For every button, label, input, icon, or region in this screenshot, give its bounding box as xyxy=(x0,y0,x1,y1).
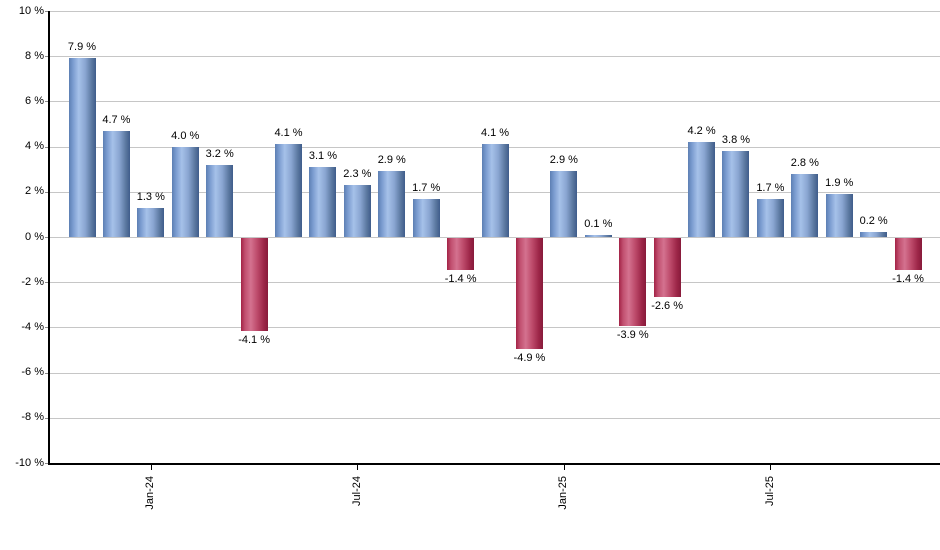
bar-positive xyxy=(860,232,888,237)
y-axis-tick-label: -2 % xyxy=(21,275,44,288)
y-axis-tick-label: 8 % xyxy=(25,49,44,62)
bar-value-label: 4.0 % xyxy=(171,129,200,142)
y-axis-tick xyxy=(45,463,49,464)
y-axis-tick-label: -8 % xyxy=(21,411,44,424)
y-axis-tick xyxy=(45,417,49,419)
x-axis-tick-label-text: Jan-25 xyxy=(557,476,570,510)
y-axis-line xyxy=(48,11,50,465)
bar-value-label: 1.9 % xyxy=(825,177,854,190)
x-axis-tick-label: Jan-24 xyxy=(144,472,178,510)
bar-positive xyxy=(825,194,853,237)
y-axis-tick xyxy=(45,191,49,193)
y-axis-tick xyxy=(45,327,49,329)
bar-value-label: -4.9 % xyxy=(513,351,546,364)
x-axis-tick-label-text: Jul-24 xyxy=(350,476,363,506)
bar-positive xyxy=(137,207,165,237)
bar-value-label: -3.9 % xyxy=(616,329,649,342)
bar-value-label: -1.4 % xyxy=(444,272,477,285)
bar-value-label: 4.1 % xyxy=(480,127,510,140)
bar-value-label: 2.9 % xyxy=(549,154,578,167)
bar-negative xyxy=(619,238,647,327)
y-axis-tick-label: -10 % xyxy=(15,456,44,469)
x-axis-tick-label: Jan-25 xyxy=(557,472,591,510)
bar-value-label: 2.9 % xyxy=(377,154,406,167)
bar-positive xyxy=(481,144,509,237)
bar-positive xyxy=(791,173,819,237)
x-axis-tick-label: Jul-25 xyxy=(764,472,794,506)
y-axis-tick xyxy=(45,56,49,58)
y-axis-tick xyxy=(45,11,49,12)
gridline xyxy=(49,101,940,103)
y-axis-tick-label: 2 % xyxy=(25,185,44,198)
bar-value-label: -1.4 % xyxy=(892,272,924,285)
bar-value-label: -4.1 % xyxy=(238,333,270,346)
y-axis-tick-label: 10 % xyxy=(18,4,44,17)
gridline xyxy=(49,282,940,284)
y-axis-tick-label: 6 % xyxy=(25,94,44,107)
bar-positive xyxy=(343,185,371,237)
bar-positive xyxy=(756,198,784,237)
bar-value-label: 3.1 % xyxy=(308,149,337,162)
y-axis-tick-label: -4 % xyxy=(21,320,44,333)
bar-positive xyxy=(206,164,234,237)
y-axis-tick xyxy=(45,282,49,284)
bar-positive xyxy=(722,151,750,237)
gridline xyxy=(49,372,940,374)
bar-value-label: 4.2 % xyxy=(687,125,716,138)
x-axis-tick xyxy=(563,465,565,470)
bar-value-label: 0.2 % xyxy=(859,215,888,228)
bar-negative xyxy=(240,238,268,331)
x-axis-tick-label-text: Jul-25 xyxy=(763,476,776,506)
bar-value-label: 2.3 % xyxy=(343,168,372,181)
bar-positive xyxy=(412,198,440,237)
bar-positive xyxy=(550,171,578,237)
bar-value-label: 3.2 % xyxy=(205,147,234,160)
y-axis-tick-label: -6 % xyxy=(21,366,44,379)
x-axis-tick-label-text: Jan-24 xyxy=(144,476,157,510)
y-axis-tick xyxy=(45,101,49,103)
bar-negative xyxy=(653,238,681,297)
x-axis-tick xyxy=(150,465,152,470)
gridline xyxy=(49,11,940,12)
bar-value-label: 1.3 % xyxy=(136,190,165,203)
y-axis-tick-label: 4 % xyxy=(25,140,44,153)
bar-positive xyxy=(102,130,130,237)
y-axis-tick xyxy=(45,146,49,148)
y-axis-tick xyxy=(45,372,49,374)
gridline xyxy=(49,417,940,419)
bar-negative xyxy=(515,238,543,349)
bar-value-label: -2.6 % xyxy=(651,299,684,312)
bar-value-label: 3.8 % xyxy=(721,134,751,147)
x-axis-tick-label: Jul-24 xyxy=(351,472,381,506)
bar-value-label: 4.7 % xyxy=(102,113,131,126)
x-axis-tick xyxy=(770,465,772,470)
bar-positive xyxy=(584,234,612,237)
bar-negative xyxy=(894,238,922,270)
x-axis-line xyxy=(48,463,940,465)
bar-negative xyxy=(447,238,475,270)
bar-positive xyxy=(275,144,303,237)
bar-positive xyxy=(378,171,406,237)
bar-positive xyxy=(171,146,199,237)
gridline xyxy=(49,327,940,329)
bar-value-label: 4.1 % xyxy=(274,127,303,140)
bar-positive xyxy=(68,58,96,237)
y-axis-tick-label: 0 % xyxy=(25,230,44,243)
bar-value-label: 1.7 % xyxy=(412,181,441,194)
bar-value-label: 7.9 % xyxy=(67,41,97,54)
bar-value-label: 0.1 % xyxy=(584,217,613,230)
x-axis-tick xyxy=(357,465,359,470)
gridline xyxy=(49,56,940,58)
bar-positive xyxy=(688,142,716,237)
gridline xyxy=(49,237,940,238)
bar-positive xyxy=(309,166,337,237)
bar-value-label: 2.8 % xyxy=(790,156,819,169)
y-axis-tick xyxy=(45,237,49,238)
bar-value-label: 1.7 % xyxy=(756,181,785,194)
